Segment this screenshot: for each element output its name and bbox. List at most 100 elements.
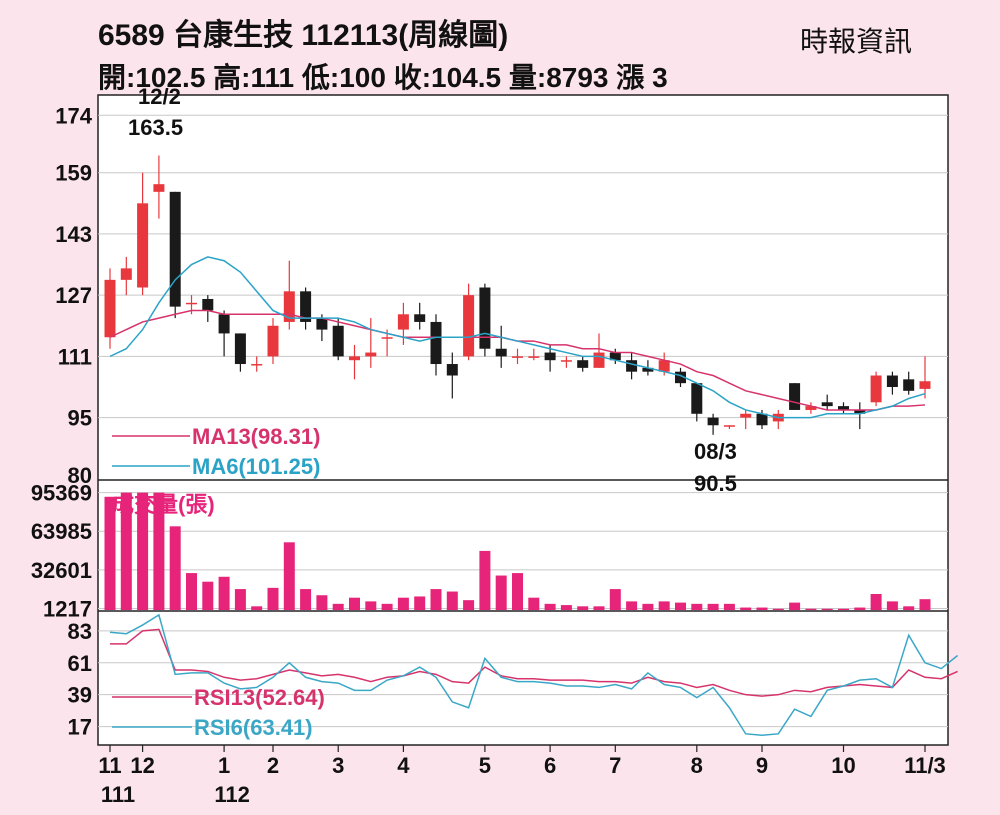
volume-bar (642, 603, 654, 610)
x-tick-label: 5 (479, 753, 491, 778)
candle-down (430, 321, 442, 365)
volume-bar (675, 602, 686, 610)
candle-up (593, 352, 605, 368)
candle-down (544, 352, 556, 361)
volume-bar (234, 589, 246, 610)
candle-up (870, 375, 882, 403)
candle-down (446, 364, 458, 376)
volume-bar (886, 601, 898, 610)
candle-down (821, 402, 833, 407)
volume-bar (544, 603, 556, 610)
volume-bar (414, 596, 426, 610)
rsi13-line (110, 628, 958, 697)
candle-up (805, 406, 817, 410)
x-tick-label: 9 (756, 753, 768, 778)
candle-up (740, 413, 752, 418)
candle-down (838, 406, 849, 410)
candle-up (512, 356, 523, 358)
ma6-line (109, 256, 926, 419)
x-tick-label: 12 (130, 753, 154, 778)
volume-bar (577, 606, 589, 610)
volume-bar (137, 492, 149, 610)
volume-bar (202, 581, 214, 610)
candle-down (169, 191, 181, 307)
price-tick-label: 80 (68, 463, 92, 488)
price-tick-label: 127 (55, 283, 92, 308)
volume-bar (169, 526, 181, 610)
axis-labels: 1741591431271119580953696398532601121783… (31, 103, 946, 807)
rsi13-legend: RSI13(52.64) (194, 685, 325, 710)
candle-down (479, 287, 491, 349)
volume-bar (707, 603, 719, 610)
volume-bar (789, 602, 801, 610)
volume-bar (626, 601, 638, 610)
chart-area (97, 94, 949, 746)
candle-up (120, 268, 132, 280)
candle-up (349, 356, 360, 361)
candle-down (332, 325, 344, 357)
candle-down (854, 409, 866, 414)
volume-bar (397, 597, 409, 610)
volume-bar (349, 597, 360, 610)
price-panel (104, 155, 931, 435)
price-tick-label: 174 (55, 103, 92, 128)
volume-bar (251, 606, 263, 610)
ohlc-summary: 開:102.5 高:111 低:100 收:104.5 量:8793 漲 3 (98, 62, 668, 93)
volume-bar (104, 496, 116, 610)
volume-bar (854, 607, 866, 610)
volume-bar (218, 576, 230, 610)
x-tick-label: 7 (609, 753, 621, 778)
volume-tick-label: 63985 (31, 519, 92, 544)
candle-down (675, 371, 686, 384)
candle-down (691, 383, 703, 414)
volume-bar (903, 606, 915, 610)
candle-down (756, 413, 768, 426)
candle-up (267, 325, 279, 357)
volume-bar (153, 492, 165, 610)
candle-down (609, 352, 621, 361)
x-tick-label: 4 (397, 753, 410, 778)
chart-title: 6589 台康生技 112113(周線圖) (98, 19, 509, 52)
x-year-label: 111 (101, 782, 135, 807)
candle-up (104, 279, 116, 338)
candle-up (137, 203, 149, 288)
volume-bar (479, 550, 491, 610)
candle-down (626, 360, 638, 372)
volume-bar (430, 589, 442, 610)
source-label: 時報資訊 (800, 26, 913, 57)
x-tick-label: 6 (544, 753, 556, 778)
candle-down (495, 348, 507, 357)
peak-date-label: 12/2 (138, 84, 181, 109)
candle-down (707, 417, 719, 426)
price-tick-label: 95 (68, 406, 92, 431)
candle-down (414, 314, 426, 322)
candle-down (903, 379, 915, 391)
volume-bar (267, 587, 279, 610)
peak-value-label: 163.5 (128, 115, 183, 140)
price-tick-label: 111 (58, 344, 92, 369)
price-tick-label: 159 (55, 161, 92, 186)
price-tick-label: 143 (55, 222, 92, 247)
volume-tick-label: 1217 (43, 597, 92, 622)
candle-down (789, 383, 801, 410)
candle-down (234, 333, 246, 365)
rsi-panel (109, 613, 959, 737)
x-tick-label: 8 (691, 753, 703, 778)
volume-bar (723, 603, 735, 610)
candle-up (528, 356, 540, 358)
candle-down (577, 360, 589, 368)
volume-tick-label: 32601 (31, 558, 92, 583)
volume-bar (691, 603, 703, 610)
volume-bar (821, 608, 833, 610)
candle-up (658, 360, 670, 372)
volume-bar (463, 600, 475, 610)
candle-up (723, 425, 735, 427)
volume-bar (870, 594, 882, 610)
candle-down (886, 375, 898, 387)
volume-bar (512, 573, 523, 610)
volume-bar (300, 589, 312, 610)
volume-bar (186, 573, 197, 610)
volume-tick-label: 95369 (31, 481, 92, 506)
volume-bar (658, 601, 670, 610)
x-tick-label: 11/3 (904, 753, 946, 778)
